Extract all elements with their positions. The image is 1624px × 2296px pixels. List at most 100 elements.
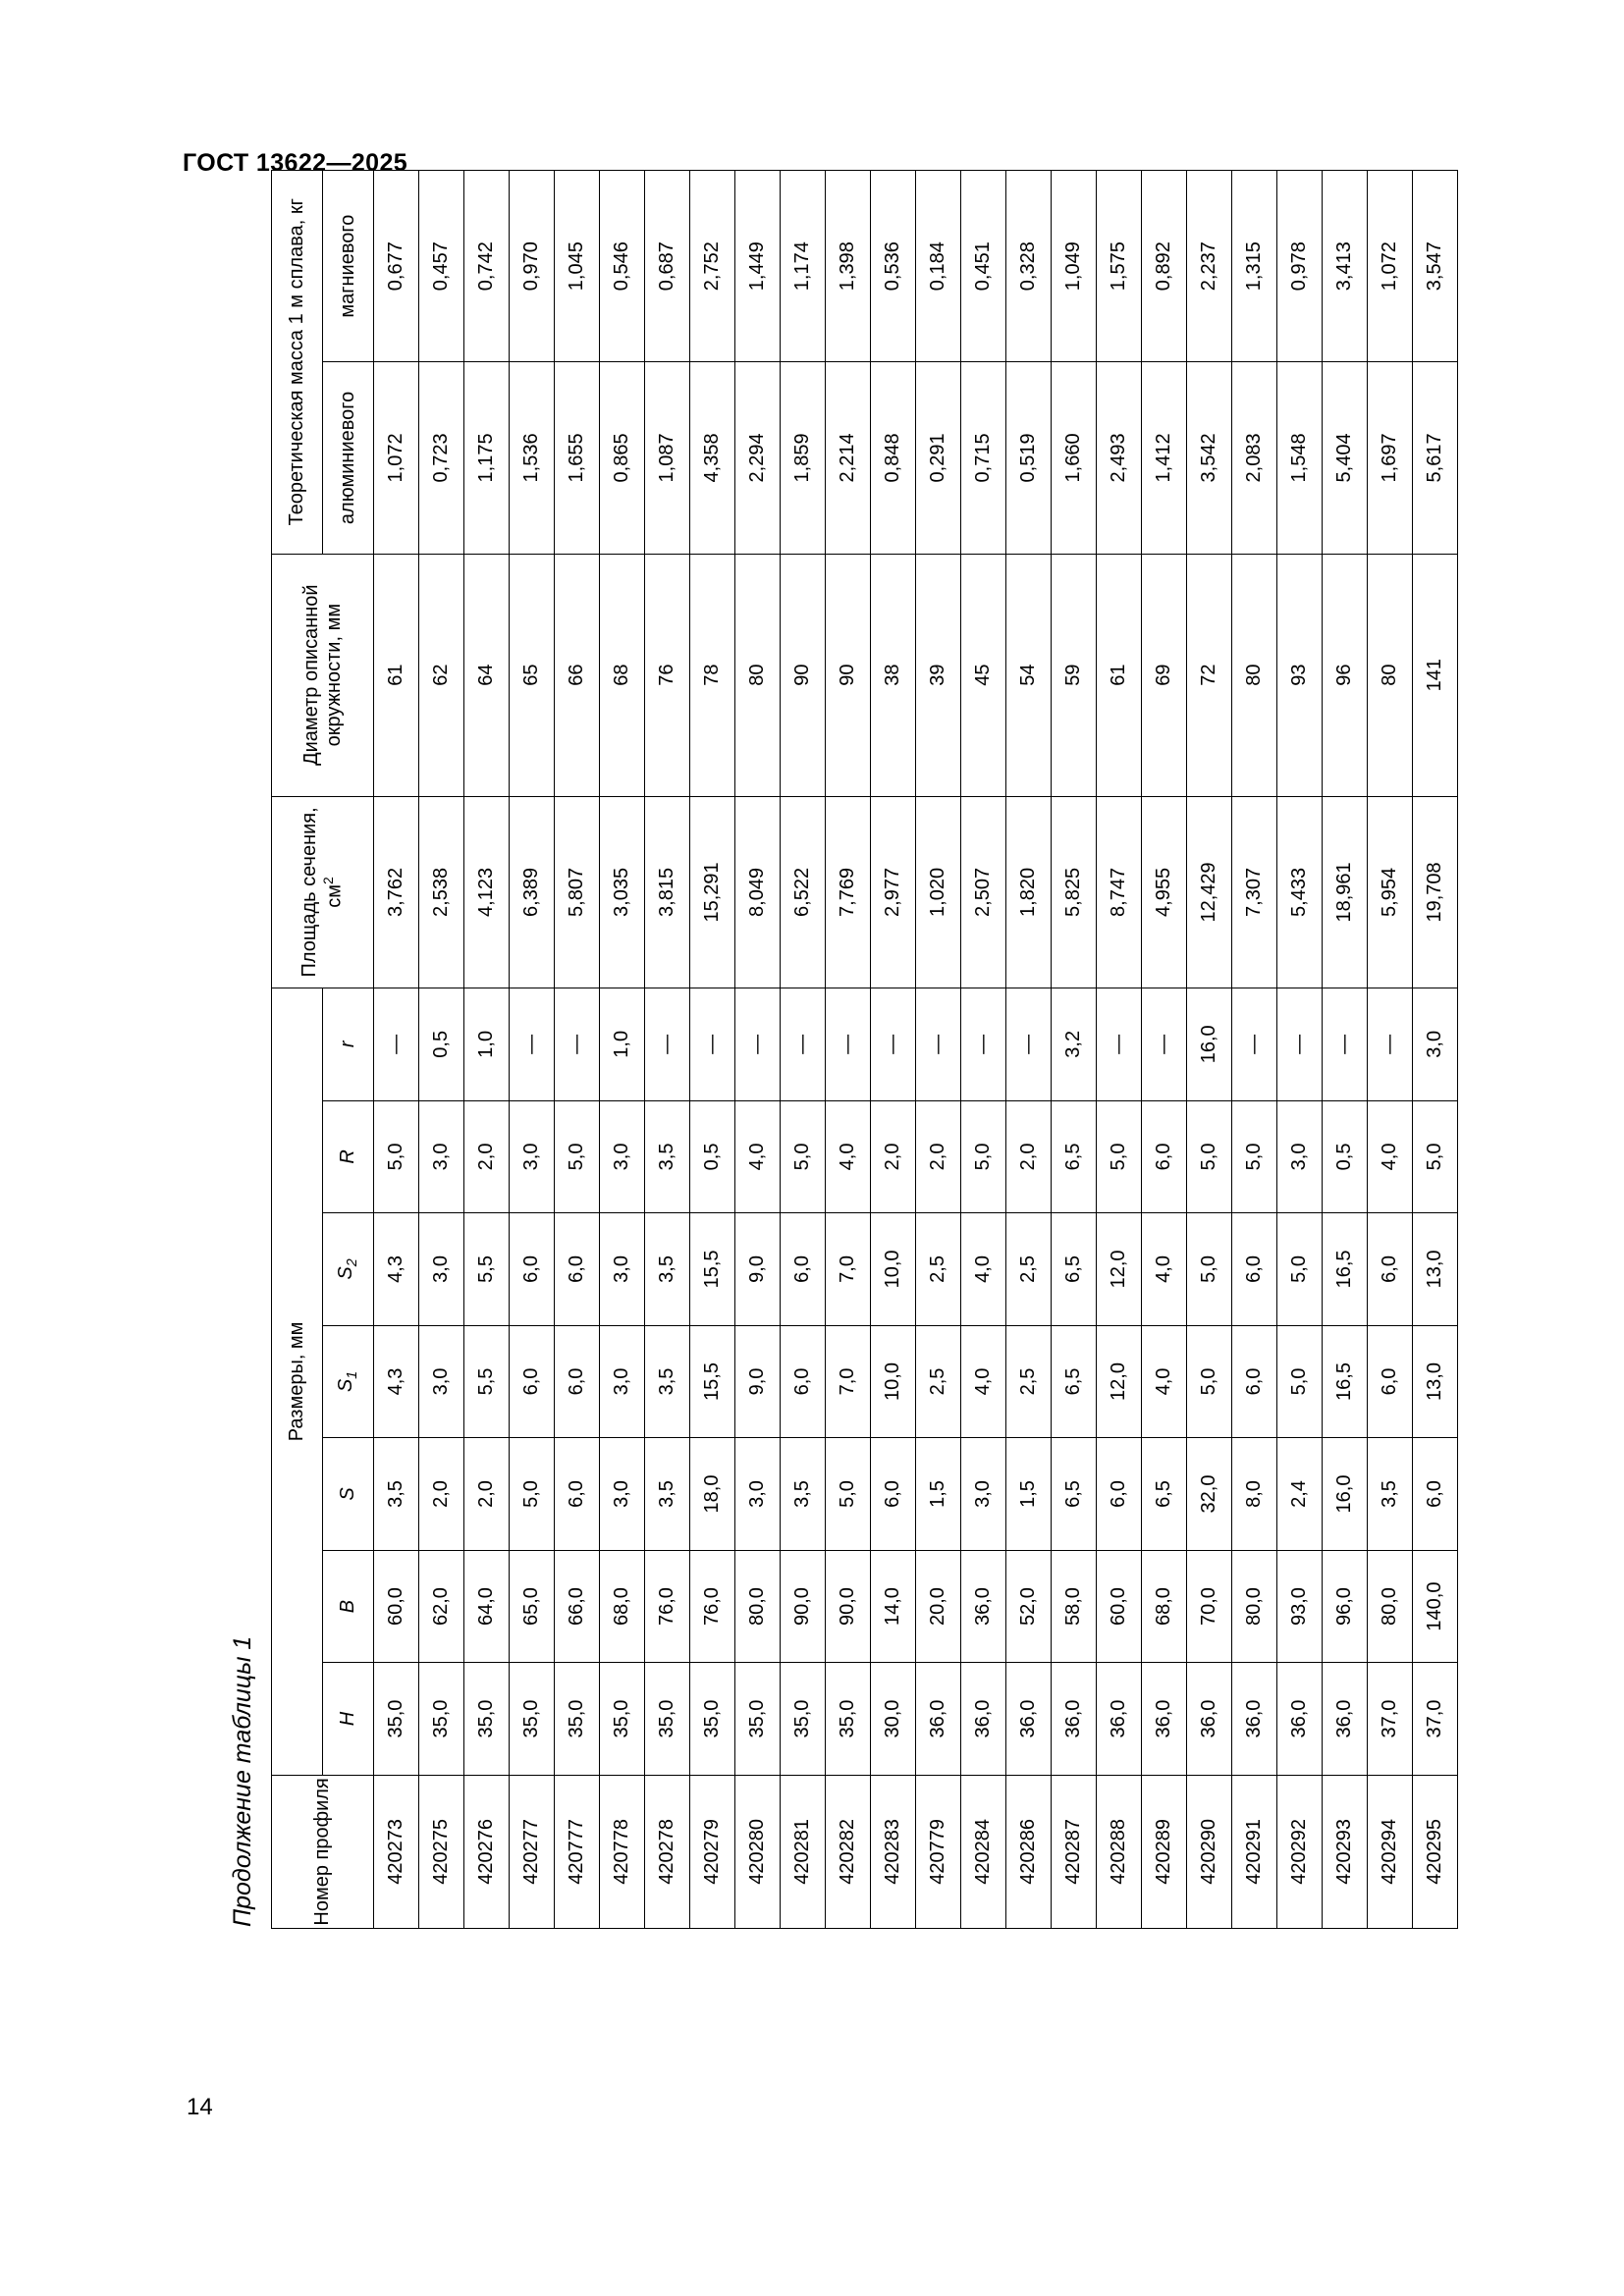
profiles-table: Номер профиля Размеры, мм Площадь сечени… xyxy=(271,170,1458,1929)
cell-area: 8,747 xyxy=(1096,796,1142,988)
cell-profile-number: 420283 xyxy=(870,1775,916,1929)
cell-mass-magnesium: 0,970 xyxy=(509,170,555,362)
cell-S1: 5,5 xyxy=(463,1325,510,1438)
cell-B: 62,0 xyxy=(418,1550,464,1663)
table-row: 420279 35,0 76,0 18,0 15,5 15,5 0,5—15,291 78 4,… xyxy=(689,170,735,1929)
cell-S1: 3,5 xyxy=(644,1325,690,1438)
cell-R: 5,0 xyxy=(780,1100,826,1213)
cell-mass-magnesium: 0,978 xyxy=(1276,170,1323,362)
cell-R: 6,0 xyxy=(1141,1100,1187,1213)
cell-S1: 13,0 xyxy=(1412,1325,1458,1438)
cell-R: 5,0 xyxy=(1096,1100,1142,1213)
cell-r: — xyxy=(1276,988,1323,1101)
cell-diameter: 90 xyxy=(825,554,871,797)
cell-diameter: 80 xyxy=(1231,554,1277,797)
cell-H: 36,0 xyxy=(1005,1662,1052,1776)
cell-H: 35,0 xyxy=(734,1662,781,1776)
cell-area: 15,291 xyxy=(689,796,735,988)
cell-r: — xyxy=(1141,988,1187,1101)
table-row: 420280 35,0 80,0 3,0 9,0 9,0 4,0—8,049 80 2,294 1… xyxy=(734,170,781,1929)
cell-S2: 7,0 xyxy=(825,1212,871,1326)
cell-H: 35,0 xyxy=(780,1662,826,1776)
cell-B: 80,0 xyxy=(1231,1550,1277,1663)
cell-profile-number: 420282 xyxy=(825,1775,871,1929)
cell-S1: 4,0 xyxy=(960,1325,1006,1438)
cell-B: 64,0 xyxy=(463,1550,510,1663)
cell-S1: 6,0 xyxy=(1231,1325,1277,1438)
cell-H: 36,0 xyxy=(1141,1662,1187,1776)
cell-S: 3,5 xyxy=(780,1437,826,1551)
cell-area: 5,433 xyxy=(1276,796,1323,988)
cell-H: 36,0 xyxy=(915,1662,961,1776)
cell-R: 3,0 xyxy=(509,1100,555,1213)
cell-S2: 3,5 xyxy=(644,1212,690,1326)
cell-profile-number: 420287 xyxy=(1051,1775,1097,1929)
cell-r: 0,5 xyxy=(418,988,464,1101)
header-B: B xyxy=(322,1550,374,1663)
cell-S: 6,0 xyxy=(870,1437,916,1551)
cell-R: 2,0 xyxy=(915,1100,961,1213)
cell-r: — xyxy=(509,988,555,1101)
header-mass-magnesium: магниевого xyxy=(322,170,374,362)
cell-profile-number: 420277 xyxy=(509,1775,555,1929)
cell-mass-aluminium: 0,723 xyxy=(418,361,464,555)
cell-mass-aluminium: 1,548 xyxy=(1276,361,1323,555)
cell-H: 35,0 xyxy=(463,1662,510,1776)
cell-diameter: 68 xyxy=(599,554,645,797)
cell-H: 35,0 xyxy=(825,1662,871,1776)
header-S2: S2 xyxy=(322,1212,374,1326)
cell-S1: 5,0 xyxy=(1186,1325,1232,1438)
cell-mass-magnesium: 3,413 xyxy=(1322,170,1368,362)
header-area-label: Площадь сечения, см xyxy=(298,807,346,978)
cell-diameter: 65 xyxy=(509,554,555,797)
cell-mass-aluminium: 1,072 xyxy=(373,361,419,555)
cell-mass-magnesium: 1,072 xyxy=(1367,170,1413,362)
cell-S1: 5,0 xyxy=(1276,1325,1323,1438)
cell-area: 5,954 xyxy=(1367,796,1413,988)
cell-diameter: 59 xyxy=(1051,554,1097,797)
table-row: 420275 35,0 62,0 2,0 3,0 3,0 3,0 0,5 2,538 62 0,72… xyxy=(418,170,464,1929)
cell-diameter: 54 xyxy=(1005,554,1052,797)
cell-r: — xyxy=(554,988,600,1101)
header-mass-aluminium: алюминиевого xyxy=(322,361,374,555)
cell-S2: 13,0 xyxy=(1412,1212,1458,1326)
cell-diameter: 45 xyxy=(960,554,1006,797)
cell-B: 90,0 xyxy=(825,1550,871,1663)
cell-S1: 2,5 xyxy=(915,1325,961,1438)
cell-diameter: 62 xyxy=(418,554,464,797)
table-row: 420281 35,0 90,0 3,5 6,0 6,0 5,0—6,522 90 1,859 1… xyxy=(780,170,826,1929)
cell-S: 8,0 xyxy=(1231,1437,1277,1551)
table-row: 420278 35,0 76,0 3,5 3,5 3,5 3,5—3,815 76 1,087 0… xyxy=(644,170,690,1929)
cell-H: 36,0 xyxy=(1186,1662,1232,1776)
cell-mass-magnesium: 0,451 xyxy=(960,170,1006,362)
cell-profile-number: 420288 xyxy=(1096,1775,1142,1929)
cell-R: 0,5 xyxy=(689,1100,735,1213)
cell-mass-aluminium: 0,519 xyxy=(1005,361,1052,555)
cell-B: 14,0 xyxy=(870,1550,916,1663)
cell-S2: 5,5 xyxy=(463,1212,510,1326)
cell-H: 36,0 xyxy=(1051,1662,1097,1776)
cell-r: — xyxy=(689,988,735,1101)
cell-B: 76,0 xyxy=(644,1550,690,1663)
cell-mass-aluminium: 0,865 xyxy=(599,361,645,555)
cell-r: 3,2 xyxy=(1051,988,1097,1101)
cell-R: 6,5 xyxy=(1051,1100,1097,1213)
cell-mass-magnesium: 0,536 xyxy=(870,170,916,362)
cell-S2: 2,5 xyxy=(915,1212,961,1326)
cell-r: — xyxy=(1367,988,1413,1101)
cell-r: — xyxy=(734,988,781,1101)
cell-H: 36,0 xyxy=(1231,1662,1277,1776)
header-r: r xyxy=(322,988,374,1101)
cell-mass-magnesium: 0,677 xyxy=(373,170,419,362)
cell-S: 3,5 xyxy=(373,1437,419,1551)
cell-diameter: 80 xyxy=(1367,554,1413,797)
cell-S: 3,5 xyxy=(644,1437,690,1551)
cell-mass-magnesium: 1,398 xyxy=(825,170,871,362)
cell-area: 4,123 xyxy=(463,796,510,988)
header-diameter: Диаметр описанной окружности, мм xyxy=(271,554,374,797)
cell-diameter: 96 xyxy=(1322,554,1368,797)
cell-B: 36,0 xyxy=(960,1550,1006,1663)
cell-S: 2,4 xyxy=(1276,1437,1323,1551)
table-row: 420289 36,0 68,0 6,5 4,0 4,0 6,0—4,955 69 1,412 0… xyxy=(1141,170,1187,1929)
